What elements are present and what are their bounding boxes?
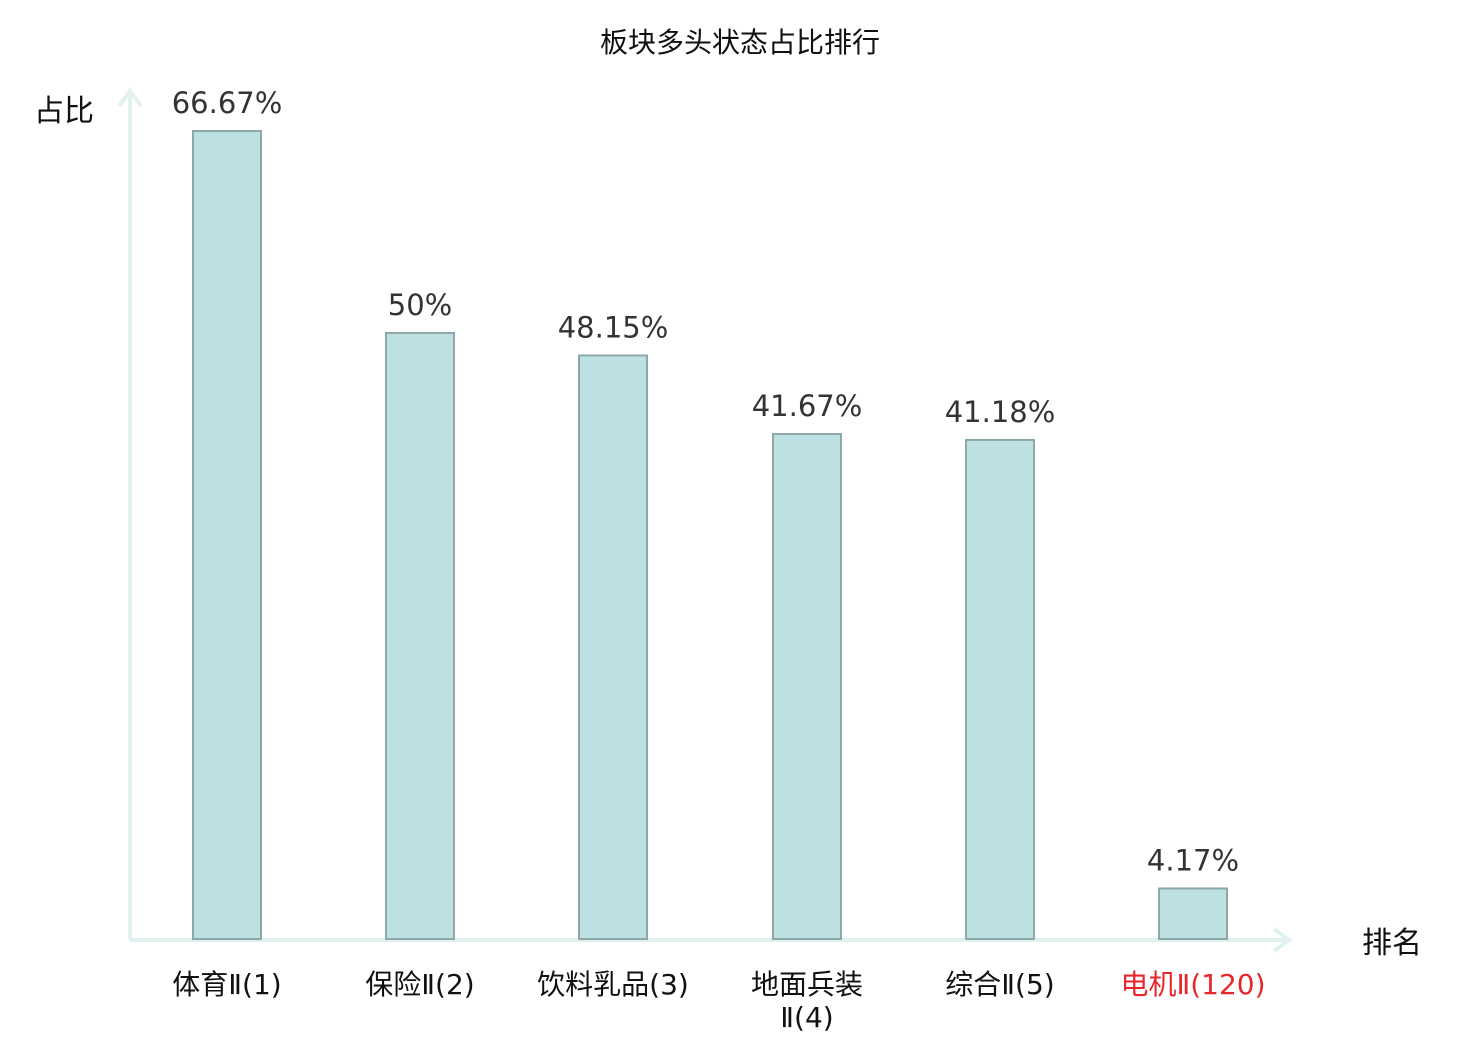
y-axis-label: 占比 xyxy=(34,94,94,129)
category-label-line: 电机Ⅱ(120) xyxy=(1120,968,1265,1001)
category-label-2: 保险Ⅱ(2) xyxy=(365,968,474,1001)
bar-3 xyxy=(578,354,648,940)
bar-5 xyxy=(965,438,1035,940)
value-label-4: 41.67% xyxy=(752,389,863,423)
value-labels: 66.67% 50% 48.15% 41.67% 41.18% 4.17% xyxy=(172,86,1239,877)
bar-6 xyxy=(1158,887,1228,940)
bar-1 xyxy=(192,130,262,940)
category-label-line: 综合Ⅱ(5) xyxy=(945,968,1054,1001)
x-axis-arrow xyxy=(1272,927,1293,953)
bars xyxy=(192,130,1228,941)
category-label-line: Ⅱ(4) xyxy=(780,1001,833,1034)
value-label-5: 41.18% xyxy=(945,395,1056,429)
category-label-line: 体育Ⅱ(1) xyxy=(172,968,281,1001)
category-label-3: 饮料乳品(3) xyxy=(537,968,689,1001)
category-labels: 体育Ⅱ(1) 保险Ⅱ(2) 饮料乳品(3) 地面兵装 Ⅱ(4) 综合Ⅱ(5) 电机Ⅱ(120… xyxy=(172,968,1265,1034)
category-label-6: 电机Ⅱ(120) xyxy=(1120,968,1265,1001)
value-label-6: 4.17% xyxy=(1147,843,1239,877)
value-label-1: 66.67% xyxy=(172,86,283,120)
category-label-5: 综合Ⅱ(5) xyxy=(945,968,1054,1001)
category-label-line: 地面兵装 xyxy=(751,968,863,1001)
chart-title: 板块多头状态占比排行 xyxy=(600,26,880,59)
bar-4 xyxy=(772,432,842,940)
value-label-3: 48.15% xyxy=(558,310,669,344)
category-label-1: 体育Ⅱ(1) xyxy=(172,968,281,1001)
y-axis-arrow xyxy=(117,87,143,108)
bar-2 xyxy=(385,332,455,941)
value-label-2: 50% xyxy=(388,288,452,322)
category-label-line: 保险Ⅱ(2) xyxy=(365,968,474,1001)
x-axis-label: 排名 xyxy=(1362,926,1422,961)
category-label-line: 饮料乳品(3) xyxy=(537,968,689,1001)
axes: 占比 排名 xyxy=(34,87,1422,961)
category-label-4: 地面兵装 Ⅱ(4) xyxy=(751,968,863,1034)
